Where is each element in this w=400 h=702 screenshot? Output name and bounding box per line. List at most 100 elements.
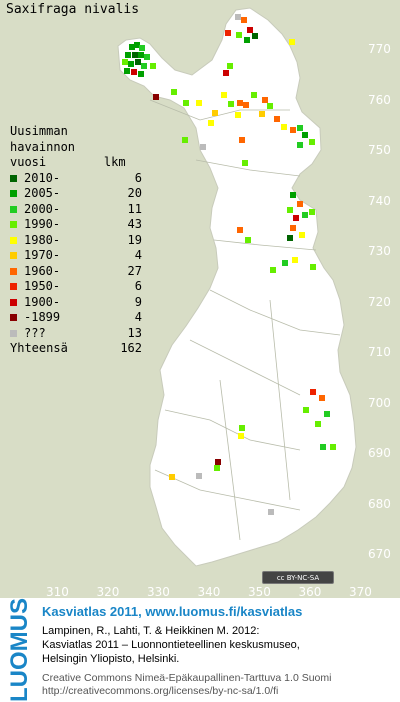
observation-square <box>239 425 245 431</box>
legend-row-label: 2000- <box>24 201 61 216</box>
footer-citation: Lampinen, R., Lahti, T. & Heikkinen M. 2… <box>42 624 300 666</box>
y-tick-label: 770 <box>368 42 391 56</box>
footer-license: Creative Commons Nimeä-Epäkaupallinen-Ta… <box>42 672 331 698</box>
observation-square <box>138 52 144 58</box>
license-link[interactable]: http://creativecommons.org/licenses/by-n… <box>42 685 279 697</box>
observation-square <box>243 102 249 108</box>
observation-square <box>290 192 296 198</box>
cc-license-badge[interactable]: cc BY-NC-SA <box>262 571 334 584</box>
observation-square <box>235 112 241 118</box>
observation-square <box>289 39 295 45</box>
observation-square <box>287 235 293 241</box>
legend-swatch <box>10 236 17 244</box>
observation-square <box>182 137 188 143</box>
observation-square <box>287 207 293 213</box>
legend-row-label: -1899 <box>24 310 61 324</box>
observation-square <box>225 30 231 36</box>
observation-square <box>221 92 227 98</box>
legend-row-label: 1960- <box>24 263 61 278</box>
legend-row: -1899 4 <box>10 310 142 326</box>
observation-square <box>251 92 257 98</box>
observation-square <box>262 97 268 103</box>
legend-swatch <box>10 252 17 260</box>
observation-square <box>290 127 296 133</box>
observation-square <box>297 125 303 131</box>
footer-headline-link[interactable]: Kasviatlas 2011, www.luomus.fi/kasviatla… <box>42 604 303 619</box>
legend-total-label: Yhteensä <box>10 341 68 355</box>
legend-row-count: 6 <box>134 170 142 185</box>
legend-row-count: 4 <box>134 248 142 262</box>
observation-square <box>270 267 276 273</box>
license-line: Creative Commons Nimeä-Epäkaupallinen-Ta… <box>42 672 332 684</box>
legend-heading-line-2: havainnon <box>10 139 76 154</box>
observation-square <box>297 201 303 207</box>
observation-square <box>135 59 141 65</box>
observation-square <box>208 120 214 126</box>
observation-square <box>302 212 308 218</box>
legend: Uusimman havainnon vuosi lkm 2010- 6 2005-… <box>10 124 142 357</box>
x-tick-label: 330 <box>147 585 170 599</box>
observation-square <box>122 59 128 65</box>
legend-row-label: 1980- <box>24 232 61 247</box>
observation-square <box>144 54 150 60</box>
legend-row-label: 1900- <box>24 294 61 309</box>
observation-square <box>235 14 241 20</box>
observation-square <box>330 444 336 450</box>
observation-square <box>196 473 202 479</box>
observation-square <box>247 27 253 33</box>
observation-square <box>310 389 316 395</box>
y-tick-label: 720 <box>368 294 391 309</box>
legend-swatch <box>10 283 17 291</box>
observation-square <box>310 264 316 270</box>
observation-square <box>259 111 265 117</box>
observation-square <box>138 71 144 77</box>
observation-square <box>252 33 258 39</box>
legend-heading-line-3: vuosi lkm <box>10 155 126 169</box>
legend-total-count: 162 <box>120 341 142 355</box>
observation-square <box>183 100 189 106</box>
observation-square <box>153 94 159 100</box>
observation-square <box>274 116 280 122</box>
legend-row: 1970- 4 <box>10 248 142 264</box>
legend-swatch <box>10 298 17 306</box>
legend-row: 1900- 9 <box>10 295 142 311</box>
legend-row-count: 6 <box>134 279 142 293</box>
legend-row: 2000- 11 <box>10 202 142 218</box>
observation-square <box>227 63 233 69</box>
legend-row-label: 1970- <box>24 248 61 262</box>
legend-row: 1960- 27 <box>10 264 142 280</box>
observation-square <box>134 42 140 48</box>
observation-square <box>239 137 245 143</box>
legend-swatch <box>10 205 17 213</box>
legend-row-label: 2010- <box>24 170 61 185</box>
luomus-logo: LUOMUS <box>6 598 33 702</box>
observation-square <box>128 61 134 67</box>
y-tick-label: 740 <box>368 193 391 208</box>
legend-row-count: 13 <box>127 325 142 340</box>
legend-row: 2005- 20 <box>10 186 142 202</box>
observation-square <box>303 407 309 413</box>
observation-square <box>169 474 175 480</box>
y-tick-label: 750 <box>368 143 391 157</box>
observation-square <box>292 257 298 263</box>
x-tick-label: 320 <box>96 585 120 599</box>
finland-outline <box>117 7 357 567</box>
observation-square <box>245 237 251 243</box>
legend-row-label: 2005- <box>24 186 61 200</box>
y-tick-label: 730 <box>368 244 391 258</box>
observation-square <box>124 68 130 74</box>
observation-square <box>290 225 296 231</box>
observation-square <box>242 160 248 166</box>
observation-square <box>237 227 243 233</box>
y-tick-label: 700 <box>368 395 391 410</box>
citation-line: Lampinen, R., Lahti, T. & Heikkinen M. 2… <box>42 625 260 637</box>
observation-square <box>200 144 206 150</box>
y-tick-label: 670 <box>368 547 391 561</box>
observation-square <box>129 44 135 50</box>
observation-square <box>236 32 242 38</box>
observation-square <box>297 142 303 148</box>
x-tick-label: 350 <box>248 585 271 599</box>
legend-row-count: 19 <box>127 232 142 247</box>
observation-square <box>268 509 274 515</box>
observation-square <box>281 124 287 130</box>
